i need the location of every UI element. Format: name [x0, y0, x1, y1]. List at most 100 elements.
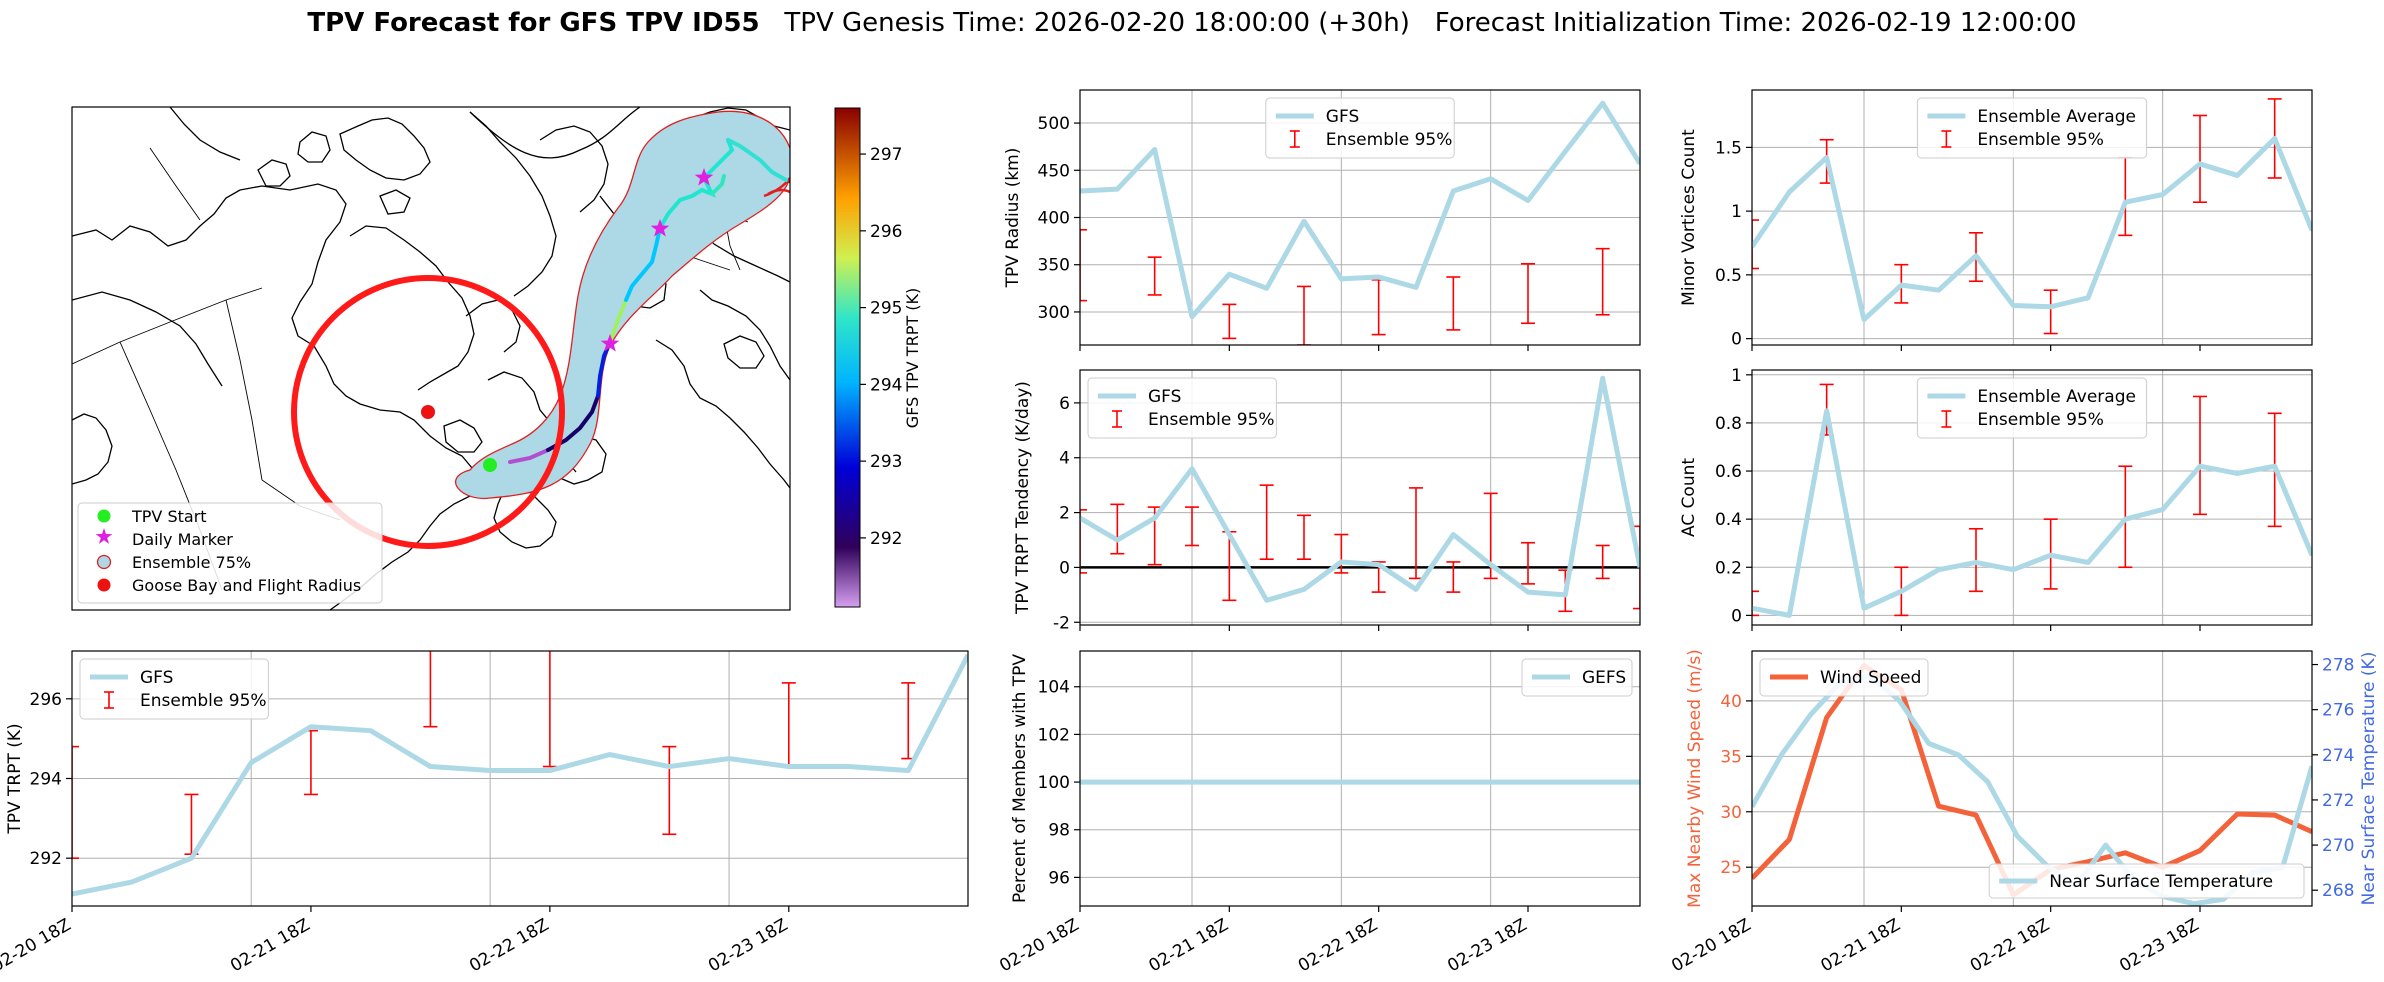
legend-label: GFS [140, 668, 173, 688]
y-tick-label: 35 [1720, 747, 1742, 767]
error-bar [1110, 503, 1125, 555]
error-bar [1080, 509, 1087, 574]
map-legend-label: Goose Bay and Flight Radius [132, 576, 361, 595]
y-axis-label: Max Nearby Wind Speed (m/s) [1685, 649, 1705, 908]
error-bar [2193, 395, 2207, 516]
y-axis-label-right: Near Surface Temperature (K) [2359, 652, 2379, 906]
series-line-gfs [1080, 100, 1640, 320]
chart-wind: 25 30 35 40 02-20 18Z 02-21 18Z 02-22 18Z 02-23… [1668, 649, 2379, 976]
y-tick-label: 500 [1038, 114, 1070, 134]
x-tick-label: 02-23 18Z [1444, 915, 1530, 976]
plot-content [1752, 98, 2312, 335]
y-right-tick-label: 268 [2322, 881, 2354, 901]
x-tick-label: 02-21 18Z [227, 915, 313, 976]
x-tick-label: 02-22 18Z [1967, 915, 2053, 976]
y-tick-label: 104 [1038, 678, 1070, 698]
figure-title: TPV Forecast for GFS TPV ID55 TPV Genesi… [0, 8, 2384, 38]
y-tick-label: 98 [1048, 821, 1070, 841]
legend-label: Ensemble 95% [1977, 130, 2104, 150]
y-tick-label: 96 [1048, 868, 1070, 888]
plot-content [1080, 100, 1640, 345]
colorbar-tick-label: 292 [870, 529, 902, 549]
error-bar [2193, 114, 2207, 203]
legend-box [1521, 658, 1633, 697]
legend-box [1087, 377, 1277, 439]
legend-label: GFS [1148, 387, 1181, 407]
legend-box [1265, 97, 1455, 159]
y-tick-label: 2 [1059, 504, 1070, 524]
colorbar-label: GFS TPV TRPT (K) [903, 288, 922, 428]
y-tick-label: 1 [1731, 366, 1742, 386]
figure-title-bold: TPV Forecast for GFS TPV ID55 [307, 8, 760, 38]
legend: Ensemble Average Ensemble 95% [1916, 377, 2148, 439]
y-axis-label: Percent of Members with TPV [1010, 654, 1030, 903]
x-tick-label: 02-20 18Z [1668, 915, 1754, 976]
error-bar [542, 651, 557, 768]
x-tick-label: 02-20 18Z [0, 915, 75, 976]
y-tick-label: 0.5 [1715, 266, 1742, 286]
error-bar [1080, 228, 1087, 302]
plot-frame [71, 650, 969, 907]
legend-label: Ensemble Average [1977, 387, 2136, 407]
y-tick-label: 300 [1038, 303, 1070, 323]
error-bar [1446, 561, 1461, 593]
legend: GFS Ensemble 95% [1087, 377, 1277, 439]
y-axis-label: TPV TRPT Tendency (K/day) [1013, 381, 1033, 615]
map-legend: TPV Start Daily Marker Ensemble 75% Goos… [77, 502, 383, 604]
colorbar-tick-label: 293 [870, 452, 902, 472]
legend: Ensemble Average Ensemble 95% [1916, 97, 2148, 159]
y-tick-label: -2 [1053, 613, 1070, 633]
plot-frame [1079, 650, 1641, 907]
error-bar [1185, 506, 1199, 547]
y-tick-label: 294 [30, 770, 62, 790]
error-bar [1752, 219, 1759, 270]
map-frame [71, 106, 791, 611]
legend-label: Ensemble 95% [1148, 410, 1275, 430]
series-line-gfs [1080, 375, 1640, 603]
x-tick-label: 02-22 18Z [1295, 915, 1381, 976]
legend-label: Near Surface Temperature [2049, 872, 2273, 892]
error-bar [1222, 303, 1237, 340]
plot-frame [1751, 650, 2313, 907]
legend-box [1988, 863, 2305, 899]
chart-minor: 0 0.5 1 1.5 Minor Vortices Count Ensemble Ave… [1679, 89, 2313, 351]
daily-marker [600, 334, 620, 352]
legend-box [79, 658, 269, 720]
plot-content [1080, 375, 1640, 613]
y-tick-label: 0 [1059, 558, 1070, 578]
error-bar [1446, 276, 1461, 331]
y-tick-label: 0.6 [1715, 462, 1742, 482]
error-bar [1334, 533, 1349, 574]
map-content: TPV Start Daily Marker Ensemble 75% Goos… [72, 107, 790, 610]
legend-label: Ensemble 95% [1326, 130, 1453, 150]
figure-title-rest: TPV Genesis Time: 2026-02-20 18:00:00 (+… [759, 8, 2077, 38]
x-tick-label: 02-20 18Z [996, 915, 1082, 976]
legend-label: Ensemble Average [1977, 107, 2136, 127]
y-tick-label: 350 [1038, 256, 1070, 276]
colorbar-tick-label: 295 [870, 299, 902, 319]
y-right-tick-label: 278 [2322, 656, 2354, 676]
error-bar [1259, 484, 1274, 560]
y-tick-label: 0 [1731, 606, 1742, 626]
map-legend-label: TPV Start [131, 507, 207, 526]
map-legend-label: Ensemble 75% [132, 553, 251, 572]
series-line-ensemble-average [1752, 408, 2312, 618]
legend-label: Ensemble 95% [140, 691, 267, 711]
colorbar-gradient [834, 107, 861, 608]
legend-label: GEFS [1582, 668, 1626, 688]
y-tick-label: 1.5 [1715, 138, 1742, 158]
y-tick-label: 0.8 [1715, 414, 1742, 434]
y-tick-label: 100 [1038, 773, 1070, 793]
y-right-tick-label: 274 [2322, 746, 2354, 766]
error-bar [1595, 544, 1610, 580]
error-bar [662, 745, 677, 836]
chart-trpt: 292 294 296 02-20 18Z 02-21 18Z 02-22 18Z 02-2… [0, 650, 969, 976]
y-right-tick-label: 272 [2322, 791, 2354, 811]
daily-marker [694, 168, 714, 186]
y-tick-label: 0 [1731, 330, 1742, 350]
chart-radius: 300 350 400 450 500 TPV Radius (km) GFS Ensembl… [1003, 89, 1641, 351]
y-tick-label: 102 [1038, 725, 1070, 745]
x-tick-label: 02-22 18Z [466, 915, 552, 976]
error-bar [1521, 541, 1535, 585]
